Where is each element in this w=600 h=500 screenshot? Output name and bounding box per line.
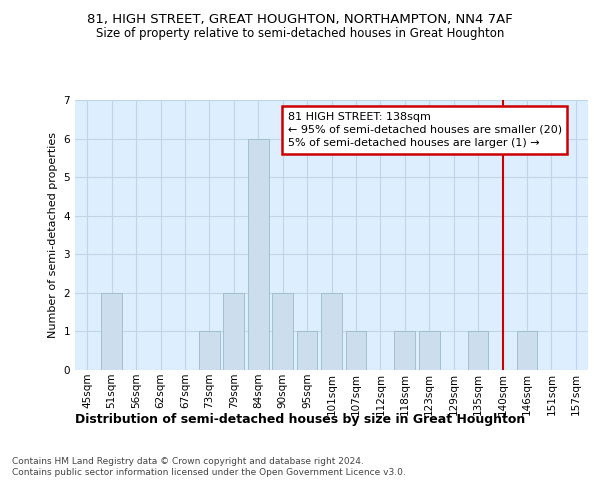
Bar: [199, 332, 220, 370]
Bar: [248, 138, 269, 370]
Text: 81 HIGH STREET: 138sqm
← 95% of semi-detached houses are smaller (20)
5% of semi: 81 HIGH STREET: 138sqm ← 95% of semi-det…: [287, 112, 562, 148]
Bar: [223, 293, 244, 370]
Bar: [394, 332, 415, 370]
Bar: [296, 332, 317, 370]
Text: Contains HM Land Registry data © Crown copyright and database right 2024.
Contai: Contains HM Land Registry data © Crown c…: [12, 458, 406, 477]
Bar: [101, 293, 122, 370]
Bar: [517, 332, 538, 370]
Bar: [346, 332, 367, 370]
Text: 81, HIGH STREET, GREAT HOUGHTON, NORTHAMPTON, NN4 7AF: 81, HIGH STREET, GREAT HOUGHTON, NORTHAM…: [87, 12, 513, 26]
Bar: [419, 332, 440, 370]
Text: Distribution of semi-detached houses by size in Great Houghton: Distribution of semi-detached houses by …: [75, 412, 525, 426]
Bar: [467, 332, 488, 370]
Bar: [272, 293, 293, 370]
Bar: [321, 293, 342, 370]
Y-axis label: Number of semi-detached properties: Number of semi-detached properties: [48, 132, 58, 338]
Text: Size of property relative to semi-detached houses in Great Houghton: Size of property relative to semi-detach…: [96, 28, 504, 40]
